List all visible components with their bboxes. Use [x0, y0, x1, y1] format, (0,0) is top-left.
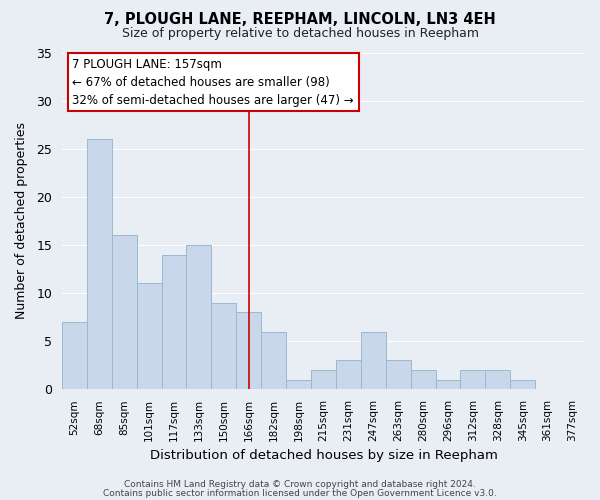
Bar: [336, 360, 361, 390]
Text: Contains HM Land Registry data © Crown copyright and database right 2024.: Contains HM Land Registry data © Crown c…: [124, 480, 476, 489]
X-axis label: Distribution of detached houses by size in Reepham: Distribution of detached houses by size …: [149, 450, 497, 462]
Bar: [62, 322, 87, 390]
Bar: [137, 284, 161, 390]
Y-axis label: Number of detached properties: Number of detached properties: [15, 122, 28, 320]
Text: Size of property relative to detached houses in Reepham: Size of property relative to detached ho…: [121, 28, 479, 40]
Text: Contains public sector information licensed under the Open Government Licence v3: Contains public sector information licen…: [103, 488, 497, 498]
Bar: [311, 370, 336, 390]
Bar: [460, 370, 485, 390]
Bar: [187, 245, 211, 390]
Bar: [87, 139, 112, 390]
Bar: [361, 332, 386, 390]
Bar: [261, 332, 286, 390]
Bar: [485, 370, 510, 390]
Bar: [112, 236, 137, 390]
Bar: [436, 380, 460, 390]
Text: 7, PLOUGH LANE, REEPHAM, LINCOLN, LN3 4EH: 7, PLOUGH LANE, REEPHAM, LINCOLN, LN3 4E…: [104, 12, 496, 28]
Bar: [386, 360, 410, 390]
Bar: [410, 370, 436, 390]
Text: 7 PLOUGH LANE: 157sqm
← 67% of detached houses are smaller (98)
32% of semi-deta: 7 PLOUGH LANE: 157sqm ← 67% of detached …: [73, 58, 354, 106]
Bar: [286, 380, 311, 390]
Bar: [236, 312, 261, 390]
Bar: [510, 380, 535, 390]
Bar: [211, 302, 236, 390]
Bar: [161, 254, 187, 390]
